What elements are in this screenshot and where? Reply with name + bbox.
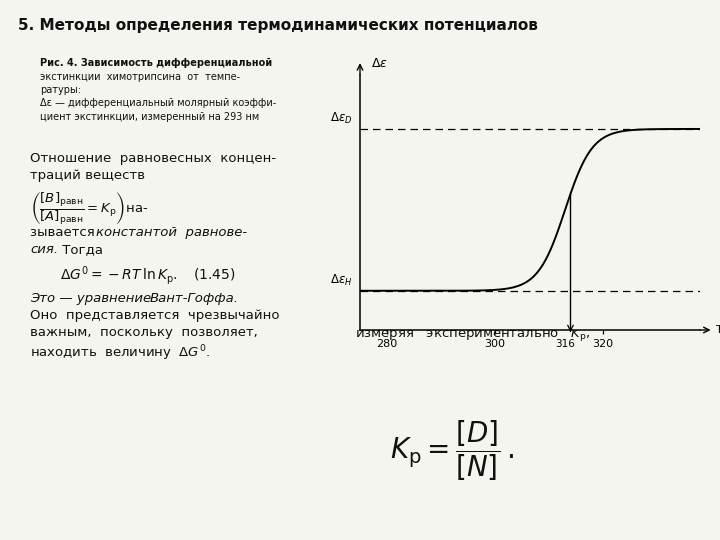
Text: экстинкции  химотрипсина  от  темпе-: экстинкции химотрипсина от темпе- xyxy=(40,71,240,82)
Text: зывается: зывается xyxy=(30,226,103,239)
Text: циент экстинкции, измеренный на 293 нм: циент экстинкции, измеренный на 293 нм xyxy=(40,112,259,122)
Text: траций веществ: траций веществ xyxy=(30,169,145,182)
Text: константой  равнове-: константой равнове- xyxy=(96,226,247,239)
Text: Отношение  равновесных  концен-: Отношение равновесных концен- xyxy=(30,152,276,165)
Text: $K_{\rm p} = \dfrac{[D]}{[N]}\,.$: $K_{\rm p} = \dfrac{[D]}{[N]}\,.$ xyxy=(390,418,514,483)
Text: Тогда: Тогда xyxy=(58,243,103,256)
Text: Это — уравнение: Это — уравнение xyxy=(30,292,160,305)
Text: измеряя   экспериментально   $K_{\rm p}$,: измеряя экспериментально $K_{\rm p}$, xyxy=(355,326,590,343)
Text: важным,  поскольку  позволяет,: важным, поскольку позволяет, xyxy=(30,326,258,339)
Text: T, K: T, K xyxy=(716,325,720,335)
Text: $\left(\dfrac{[B]_{\rm равн}}{[A]_{\rm равн}} = K_{\rm p}\right)$на-: $\left(\dfrac{[B]_{\rm равн}}{[A]_{\rm р… xyxy=(30,190,148,227)
Text: $\Delta G^0 = -RT\,\mathrm{ln}\,K_{\rm p}.$   (1.45): $\Delta G^0 = -RT\,\mathrm{ln}\,K_{\rm p… xyxy=(60,264,235,287)
Text: 316: 316 xyxy=(555,339,575,349)
Text: находить  величину  $\Delta G^0$.: находить величину $\Delta G^0$. xyxy=(30,343,210,362)
Text: Вант-Гоффа.: Вант-Гоффа. xyxy=(150,292,239,305)
Text: Δε — дифференциальный молярный коэффи-: Δε — дифференциальный молярный коэффи- xyxy=(40,98,276,109)
Text: $\Delta\varepsilon_H$: $\Delta\varepsilon_H$ xyxy=(330,273,352,288)
Text: Оно  представляется  чрезвычайно: Оно представляется чрезвычайно xyxy=(30,309,279,322)
Text: сия.: сия. xyxy=(30,243,58,256)
Text: Рис. 4. Зависимость дифференциальной: Рис. 4. Зависимость дифференциальной xyxy=(40,58,272,68)
Text: ратуры:: ратуры: xyxy=(40,85,81,95)
Text: 5. Методы определения термодинамических потенциалов: 5. Методы определения термодинамических … xyxy=(18,18,538,33)
Text: $\Delta\varepsilon$: $\Delta\varepsilon$ xyxy=(371,57,387,70)
Text: $\Delta\varepsilon_D$: $\Delta\varepsilon_D$ xyxy=(330,111,352,126)
